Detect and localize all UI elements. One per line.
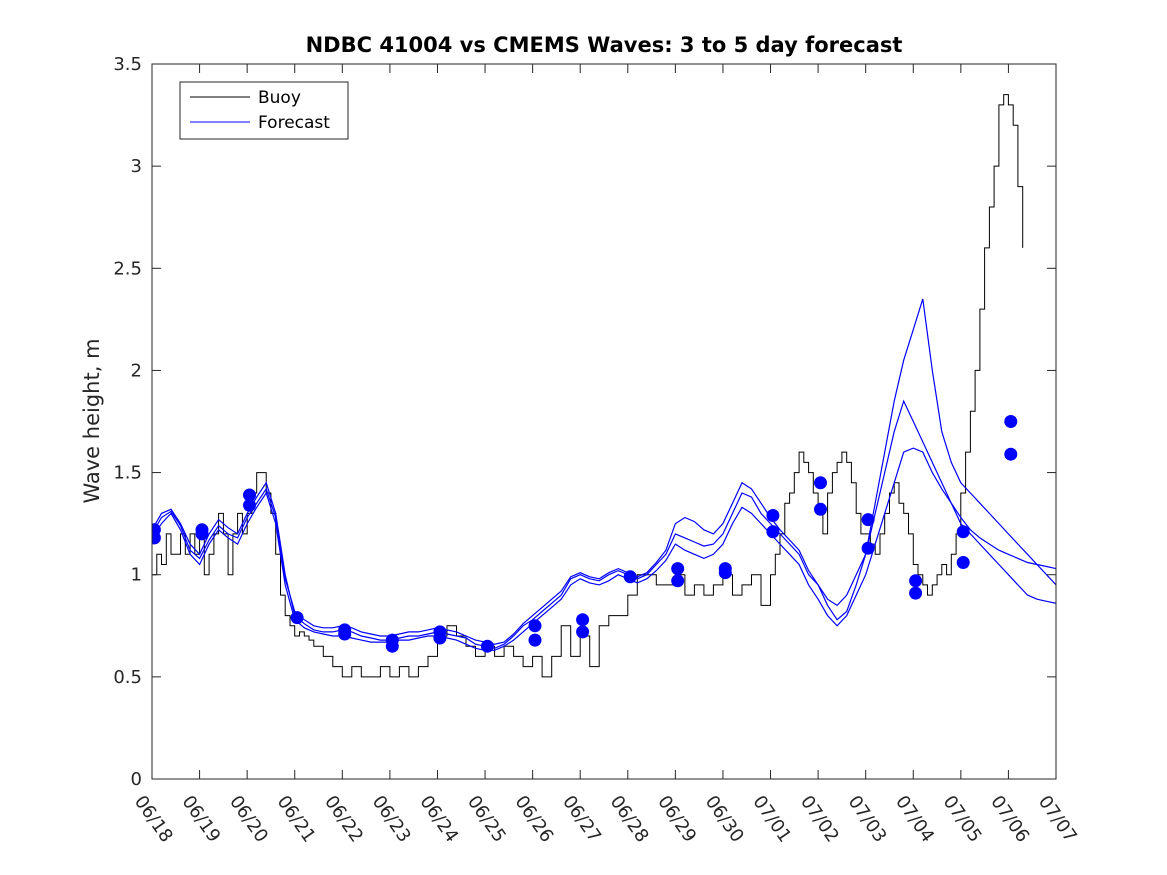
forecast-point	[480, 639, 494, 653]
forecast-point	[909, 574, 923, 588]
legend: Buoy Forecast	[179, 81, 349, 140]
forecast-point	[576, 613, 590, 627]
forecast-point	[576, 625, 590, 639]
y-axis: 0 0.5 1 1.5 2 2.5 3 3.5	[113, 54, 1056, 790]
forecast-point	[766, 509, 780, 522]
forecast-point	[718, 566, 732, 580]
series-layer	[152, 94, 1056, 678]
y-tick-label: 3.5	[113, 54, 142, 75]
forecast-point	[152, 531, 161, 545]
forecast-point	[1004, 447, 1018, 461]
forecast-point	[623, 570, 637, 584]
y-tick-label: 2	[131, 360, 142, 381]
forecast-point	[385, 639, 399, 653]
forecast-point	[1004, 415, 1018, 428]
chart-title: NDBC 41004 vs CMEMS Waves: 3 to 5 day fo…	[306, 33, 903, 57]
forecast-point	[956, 556, 970, 569]
forecast-line-1	[152, 399, 1056, 649]
y-tick-label: 2.5	[113, 258, 142, 279]
y-tick-label: 3	[131, 156, 142, 177]
forecast-point	[814, 502, 827, 516]
y-axis-title: Wave height, m	[80, 338, 104, 503]
forecast-point	[861, 513, 875, 527]
y-tick-label: 1	[131, 565, 142, 586]
forecast-point	[814, 476, 827, 490]
forecast-point	[956, 525, 970, 539]
forecast-point	[433, 631, 447, 645]
plot-area	[151, 63, 1057, 780]
plot-frame	[151, 63, 1057, 780]
forecast-point	[909, 586, 923, 600]
forecast-point	[861, 541, 875, 555]
forecast-point	[528, 619, 542, 633]
legend-forecast-label: Forecast	[258, 113, 330, 133]
forecast-point	[671, 574, 685, 588]
forecast-point	[243, 488, 256, 502]
forecast-point	[671, 562, 685, 576]
forecast-point	[766, 525, 780, 539]
forecast-point	[338, 627, 352, 641]
legend-buoy-label: Buoy	[258, 88, 301, 108]
forecast-point	[290, 611, 304, 625]
forecast-point	[243, 498, 256, 512]
y-tick-label: 0	[131, 769, 142, 790]
legend-box	[179, 81, 349, 140]
forecast-line-2	[152, 447, 1056, 651]
y-tick-label: 1.5	[113, 463, 142, 484]
y-tick-label: 0.5	[113, 667, 142, 688]
forecast-point	[195, 527, 209, 541]
forecast-point	[528, 633, 542, 647]
buoy-line	[152, 94, 1024, 678]
